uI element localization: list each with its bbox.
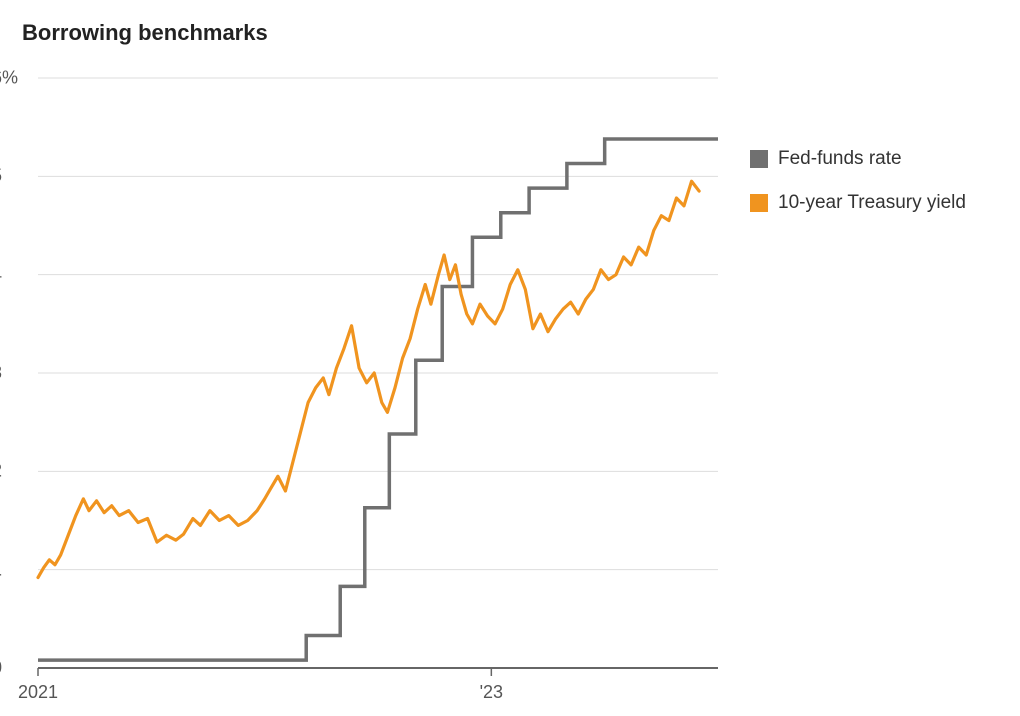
series-treasury-10y [38,181,699,577]
x-tick-label: '23 [480,682,503,703]
y-tick-label: 4 [0,264,22,285]
legend-swatch [750,150,768,168]
legend-item: 10-year Treasury yield [750,192,966,214]
y-tick-label: 3 [0,363,22,384]
y-tick-label: 1 [0,559,22,580]
plot-svg [0,0,1020,716]
y-tick-label: 6% [0,68,22,89]
legend-swatch [750,194,768,212]
y-tick-label: 0 [0,658,22,679]
x-tick-label: 2021 [18,682,58,703]
series-fed-funds [38,139,718,660]
legend-item: Fed-funds rate [750,148,902,170]
chart-container: Borrowing benchmarks 0123456% 2021'23 Fe… [0,0,1020,716]
y-tick-label: 5 [0,166,22,187]
y-tick-label: 2 [0,461,22,482]
legend-label: Fed-funds rate [778,148,902,170]
legend-label: 10-year Treasury yield [778,192,966,214]
